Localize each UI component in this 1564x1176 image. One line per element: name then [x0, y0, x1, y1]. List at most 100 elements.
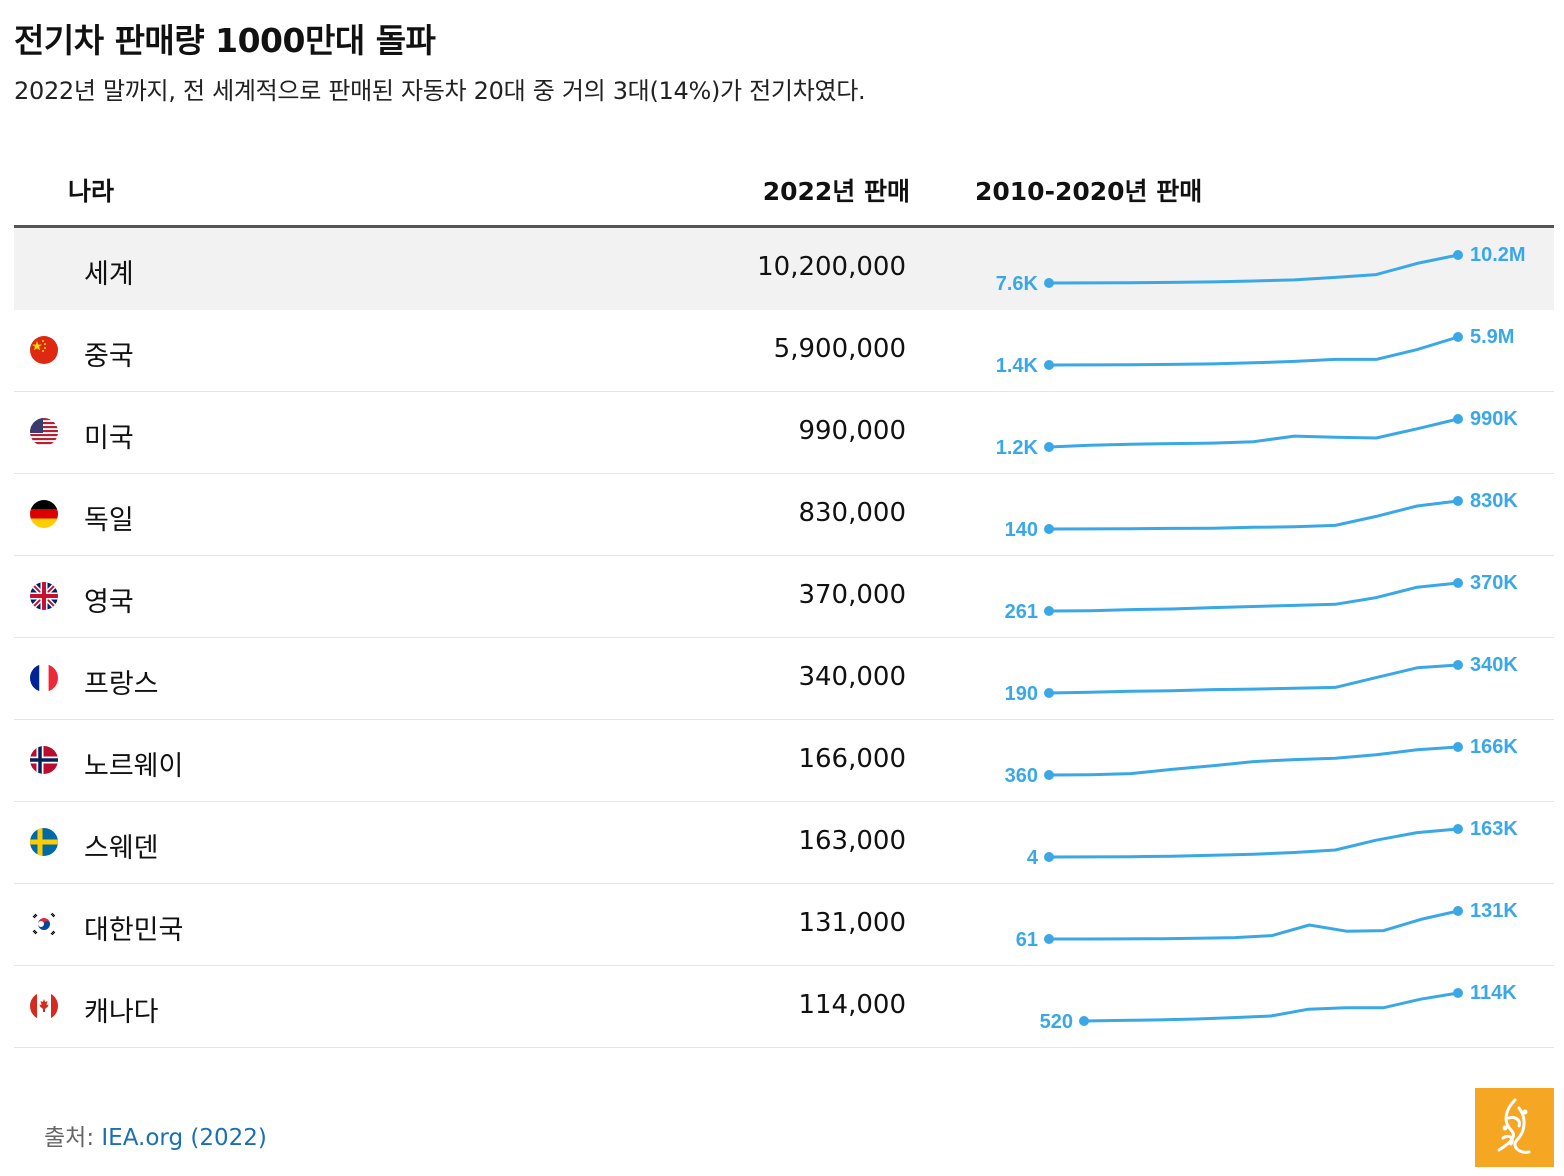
sparkline-end-label: 114K: [1470, 982, 1517, 1004]
sales-value: 370,000: [798, 580, 906, 610]
table-row: 프랑스 340,000: [14, 638, 1554, 720]
sparkline-end-label: 830K: [1470, 490, 1518, 512]
table-row: 영국 370,000: [14, 556, 1554, 638]
sparkline-start-dot: [1044, 688, 1054, 698]
country-name: 스웨덴: [84, 833, 159, 864]
france-flag-icon: [30, 664, 58, 692]
sparkline-end-dot: [1453, 414, 1463, 424]
al-jazeera-logo: [1475, 1088, 1554, 1167]
sparkline-start-label: 140: [1005, 519, 1038, 541]
table-row: 캐나다 114,000: [14, 966, 1554, 1048]
sparkline-start-label: 61: [1016, 929, 1038, 951]
sparkline-end-dot: [1453, 824, 1463, 834]
column-header-sales: 2022년 판매: [762, 177, 910, 206]
table-row: 스웨덴 163,000: [14, 802, 1554, 884]
sales-value: 990,000: [798, 416, 906, 446]
sparkline-start-label: 520: [1040, 1011, 1073, 1033]
source-link[interactable]: IEA.org (2022): [101, 1125, 267, 1151]
table-row: 대한민국 131,000: [14, 884, 1554, 966]
table-row: 노르웨이 166,000: [14, 720, 1554, 802]
logo-calligraphy-icon: [1497, 1098, 1531, 1154]
sparkline-start-label: 7.6K: [996, 273, 1039, 295]
sparkline-start-dot: [1044, 770, 1054, 780]
sparkline: [1048, 335, 1459, 367]
sparkline: [1048, 581, 1459, 613]
korea-flag-icon: [30, 910, 58, 938]
sparkline-end-dot: [1453, 332, 1463, 342]
sparkline: [1048, 499, 1459, 531]
country-name: 프랑스: [84, 669, 159, 700]
sparkline-start-dot: [1079, 1016, 1089, 1026]
country-name: 세계: [84, 259, 134, 290]
sales-value: 10,200,000: [757, 252, 906, 282]
sparkline: [1048, 827, 1459, 859]
sparkline: [1049, 909, 1459, 941]
usa-flag-icon: [30, 418, 58, 446]
sparkline-end-dot: [1453, 578, 1463, 588]
source-note: 출처: IEA.org (2022): [44, 1118, 267, 1152]
sales-value: 166,000: [798, 744, 906, 774]
table-row: 중국 5,900,000: [14, 310, 1554, 392]
sparkline-start-label: 1.2K: [996, 437, 1039, 459]
sparkline-end-dot: [1453, 906, 1463, 916]
sparkline-start-label: 1.4K: [996, 355, 1039, 377]
sweden-flag-icon: [30, 828, 58, 856]
sparkline-end-label: 990K: [1470, 408, 1518, 430]
header-divider: [14, 225, 1554, 228]
chart-title: 전기차 판매량 1000만대 돌파: [14, 21, 436, 60]
sparkline-start-dot: [1044, 278, 1054, 288]
column-header-country: 나라: [68, 177, 115, 206]
sales-value: 5,900,000: [773, 334, 906, 364]
sparkline-start-dot: [1044, 524, 1054, 534]
sparkline: [1048, 417, 1459, 449]
norway-flag-icon: [30, 746, 58, 774]
country-name: 대한민국: [84, 915, 184, 946]
sparkline-end-dot: [1453, 742, 1463, 752]
germany-flag-icon: [30, 500, 58, 528]
sparkline: [1083, 991, 1459, 1023]
sales-value: 131,000: [798, 908, 906, 938]
sparkline-start-label: 190: [1005, 683, 1038, 705]
sparkline-end-label: 10.2M: [1470, 244, 1526, 266]
country-name: 노르웨이: [84, 751, 184, 782]
sales-value: 114,000: [798, 990, 906, 1020]
country-name: 캐나다: [84, 997, 159, 1028]
country-name: 영국: [84, 587, 134, 618]
sparkline: [1048, 745, 1459, 777]
sparkline-end-label: 370K: [1470, 572, 1518, 594]
sparkline: [1048, 663, 1459, 695]
country-name: 중국: [84, 341, 134, 372]
sales-value: 163,000: [798, 826, 906, 856]
country-name: 미국: [84, 423, 134, 454]
sparkline-start-label: 261: [1005, 601, 1038, 623]
sparkline-end-label: 166K: [1470, 736, 1518, 758]
canada-flag-icon: [30, 992, 58, 1020]
sparkline-end-label: 340K: [1470, 654, 1518, 676]
sparkline-end-label: 5.9M: [1470, 326, 1514, 348]
sparkline-start-dot: [1044, 360, 1054, 370]
sparkline-end-dot: [1453, 496, 1463, 506]
sparkline: [1048, 253, 1459, 285]
sparkline-start-dot: [1044, 852, 1054, 862]
sparkline-end-dot: [1453, 660, 1463, 670]
source-prefix: 출처:: [44, 1125, 102, 1151]
column-header-trend: 2010-2020년 판매: [975, 177, 1203, 206]
sparkline-start-dot: [1044, 606, 1054, 616]
sparkline-start-label: 360: [1005, 765, 1038, 787]
sparkline-end-dot: [1453, 988, 1463, 998]
table-row-world: 세계 10,200,000: [14, 228, 1554, 310]
sparkline-start-dot: [1044, 934, 1054, 944]
sparkline-end-dot: [1453, 250, 1463, 260]
country-name: 독일: [84, 505, 134, 536]
sales-value: 830,000: [798, 498, 906, 528]
sparkline-end-label: 163K: [1470, 818, 1518, 840]
table-row: 미국 990,000: [14, 392, 1554, 474]
sparkline-end-label: 131K: [1470, 900, 1518, 922]
china-flag-icon: [30, 336, 58, 364]
sales-value: 340,000: [798, 662, 906, 692]
sparkline-start-dot: [1044, 442, 1054, 452]
chart-subtitle: 2022년 말까지, 전 세계적으로 판매된 자동차 20대 중 거의 3대(1…: [14, 77, 866, 105]
table-row: 독일 830,000: [14, 474, 1554, 556]
sparkline-start-label: 4: [1027, 847, 1039, 869]
